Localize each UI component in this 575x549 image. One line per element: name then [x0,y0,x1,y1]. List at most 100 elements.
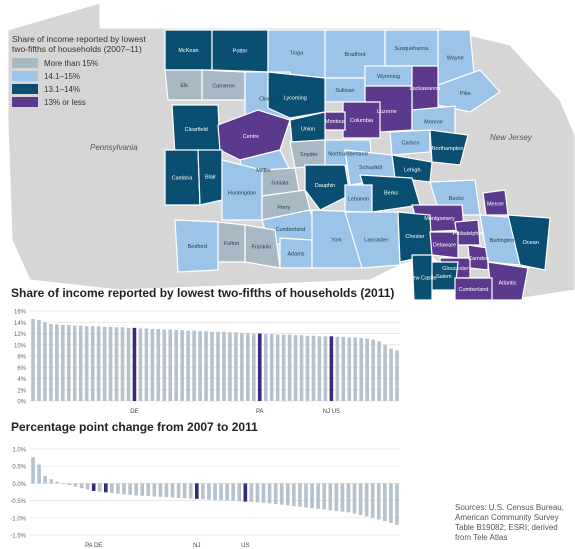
state-label-delaware: Delaware [423,362,457,371]
bar-highlight-label: NJ [193,543,200,549]
bar [340,483,345,512]
bar [353,337,358,401]
county-cumberland-nj[interactable] [454,277,493,300]
bar [61,325,65,401]
county-label: Wyoming [377,74,400,80]
bar [292,483,296,507]
bar [78,325,83,401]
bar [246,332,250,401]
county-label: Monroe [424,120,443,126]
bar [85,483,90,490]
bar [243,483,248,502]
bar [43,322,47,401]
county-bedford[interactable] [174,219,219,273]
state-label-new-jersey: New Jersey [490,133,533,142]
sources-note: Sources: U.S. Census Bureau, American Co… [455,503,564,542]
county-label: Sullivan [335,88,354,94]
county-label: Cumberland [459,287,489,293]
county-northampton[interactable] [429,129,469,166]
county-label: Chester [405,234,424,240]
bar [138,328,143,401]
bar [152,483,157,497]
bar [311,335,316,401]
bar [228,332,232,401]
county-label: Burlington [490,238,515,244]
bar [128,483,132,495]
bar [210,331,214,401]
bar [347,337,352,401]
bar [114,327,119,401]
county-label: Centre [243,134,260,140]
county-ocean[interactable] [507,214,551,271]
y-tick-label: 6% [17,366,26,372]
county-label: McKean [178,48,198,54]
county-new-castle[interactable] [411,254,433,300]
bar [43,475,47,484]
bar [231,483,236,501]
county-map: McKean Potter Tioga Bradford Susquehanna Wayn… [7,2,575,300]
bar [352,483,357,514]
county-label: Bedford [188,244,207,250]
y-tick-label: 0% [17,400,26,406]
map-legend: Share of income reported by lowest two-f… [12,34,147,110]
bar [395,350,399,401]
bar-highlight-label: US [241,543,249,549]
county-carbon[interactable] [389,129,431,156]
bar [370,483,375,518]
y-tick-label: 2% [17,388,26,394]
legend-swatch [12,58,38,68]
county-label: Elk [180,83,188,89]
county-label: Lycoming [284,96,307,102]
county-label: Adams [287,252,304,258]
bar [285,483,290,506]
county-dauphin[interactable] [304,164,351,211]
bar [55,324,59,401]
bar [146,483,151,497]
bar [364,483,369,517]
bar [237,483,242,502]
bar [216,331,220,401]
bar [376,483,381,520]
bar [194,483,199,499]
y-tick-label: 8% [17,355,26,361]
county-label: Franklin [251,244,271,250]
bar [310,483,314,509]
y-tick-label: -1.5% [10,534,26,540]
bar [122,483,126,495]
bar [198,331,202,401]
state-label-pennsylvania: Pennsylvania [90,143,138,152]
county-lycoming[interactable] [267,71,326,119]
bar [252,333,256,401]
bar [207,483,211,500]
county-label: Bradford [344,52,365,58]
county-label: Lehigh [404,167,421,173]
county-label: Bucks [449,196,464,202]
bar [158,483,163,497]
county-label: Cambria [172,176,194,182]
bar [49,479,54,484]
bar [72,325,77,401]
y-tick-label: 1.0% [12,448,26,454]
bar [317,336,322,401]
legend-label: 13.1–14% [44,84,81,94]
bar [37,320,41,401]
bar [281,334,286,401]
bar [204,331,208,401]
bar [91,483,96,491]
bar [120,327,125,401]
county-label: Carbon [401,140,419,146]
bar [257,333,262,401]
county-label: Potter [233,49,248,55]
county-lancaster[interactable] [344,211,401,269]
county-label: Mercer [487,201,504,207]
county-label: Blair [205,174,216,180]
bar [31,457,35,484]
legend-label: More than 15% [44,58,99,68]
bar [37,464,41,484]
bar [383,483,387,522]
bar [219,483,223,501]
chart2-title: Percentage point change from 2007 to 201… [11,420,258,434]
legend-swatch [12,71,38,81]
bar [240,332,244,401]
bar [126,327,131,401]
